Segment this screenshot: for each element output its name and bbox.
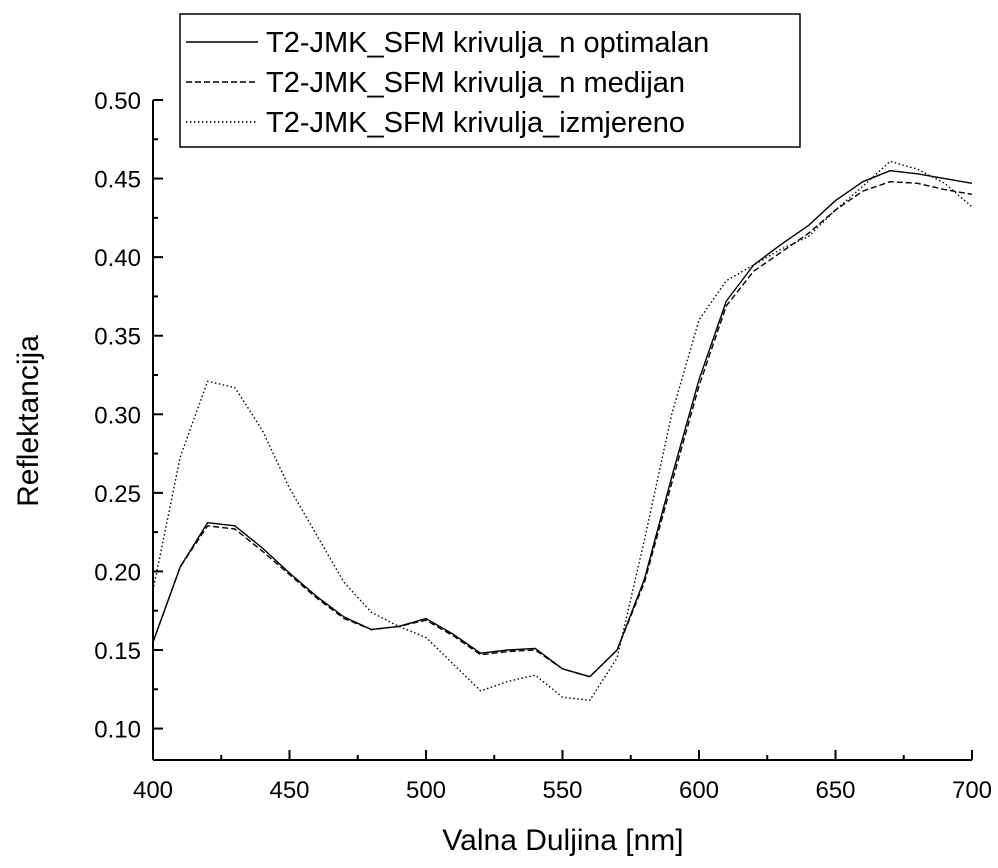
x-axis-title: Valna Duljina [nm]	[442, 824, 683, 857]
legend-label-1: T2-JMK_SFM krivulja_n optimalan	[266, 27, 709, 59]
x-tick-label: 500	[406, 777, 446, 804]
y-axis-title: Reflektancija	[12, 335, 45, 507]
x-tick-label: 650	[815, 777, 855, 804]
y-tick-label: 0.40	[94, 245, 141, 272]
x-tick-label: 400	[133, 777, 173, 804]
y-tick-label: 0.45	[94, 167, 141, 194]
x-tick-label: 550	[542, 777, 582, 804]
y-tick-label: 0.10	[94, 717, 141, 744]
axes	[152, 99, 973, 761]
tick-labels: 400 450 500 550 600 650 700 0.10 0.15 0.20 0.25 0.3…	[94, 88, 992, 804]
legend-box	[179, 13, 801, 148]
series-line-2	[152, 181, 973, 678]
legend: T2-JMK_SFM krivulja_n optimalan T2-JMK_SF…	[179, 13, 801, 148]
x-tick-label: 700	[952, 777, 992, 804]
series-line-1	[152, 170, 973, 678]
y-tick-label: 0.30	[94, 402, 141, 429]
x-tick-label: 600	[679, 777, 719, 804]
legend-label-3: T2-JMK_SFM krivulja_izmjereno	[266, 107, 685, 139]
y-tick-label: 0.25	[94, 481, 141, 508]
x-tick-label: 450	[269, 777, 309, 804]
y-tick-label: 0.50	[94, 88, 141, 115]
y-tick-label: 0.20	[94, 559, 141, 586]
series-line-3	[152, 160, 973, 701]
legend-label-2: T2-JMK_SFM krivulja_n medijan	[266, 67, 685, 99]
y-tick-label: 0.15	[94, 638, 141, 665]
series-lines	[152, 160, 973, 701]
y-tick-label: 0.35	[94, 324, 141, 351]
